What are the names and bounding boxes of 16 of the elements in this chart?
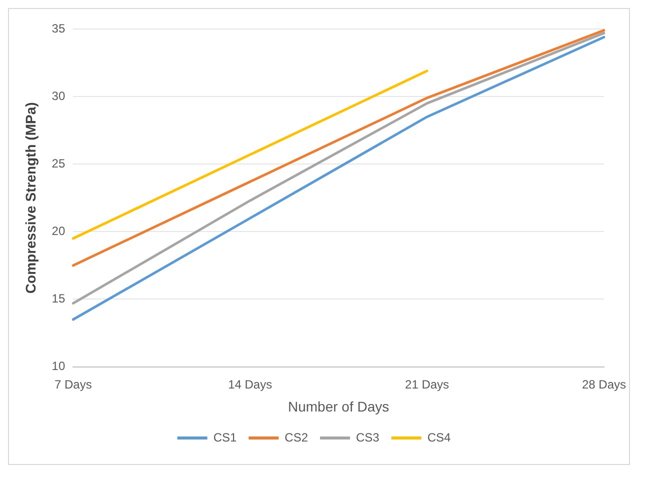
- y-tick-label: 35: [52, 21, 66, 36]
- x-tick-label: 14 Days: [228, 377, 272, 392]
- legend-label: CS2: [284, 430, 308, 444]
- legend-label: CS4: [427, 430, 452, 444]
- legend-label: CS1: [213, 430, 237, 444]
- y-tick-label: 30: [52, 88, 66, 103]
- x-tick-label: 28 Days: [582, 377, 626, 392]
- y-axis-title: Compressive Strength (MPa): [22, 102, 38, 294]
- x-tick-label: 21 Days: [405, 377, 450, 392]
- x-axis-title: Number of Days: [288, 398, 390, 414]
- y-tick-label: 20: [52, 224, 66, 238]
- legend-label: CS3: [356, 430, 380, 444]
- y-tick-label: 25: [52, 156, 66, 170]
- x-tick-label: 7 Days: [54, 377, 92, 392]
- y-tick-label: 10: [52, 359, 66, 374]
- y-tick-label: 15: [52, 292, 66, 306]
